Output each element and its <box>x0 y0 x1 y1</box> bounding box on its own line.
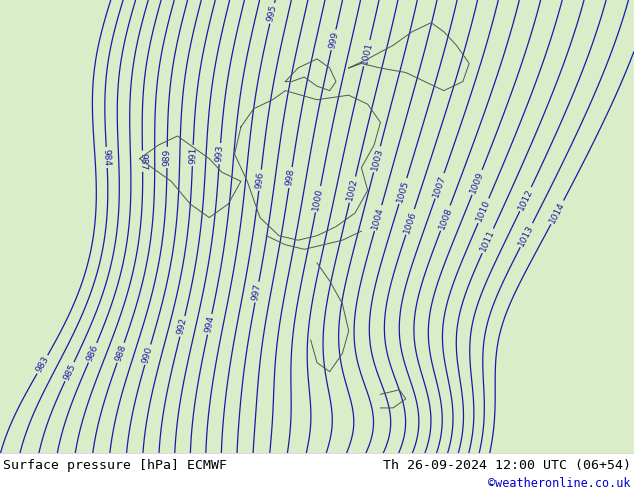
Text: 987: 987 <box>138 152 147 170</box>
Text: 999: 999 <box>327 30 340 49</box>
Text: 994: 994 <box>204 315 216 334</box>
Text: 1008: 1008 <box>437 206 454 230</box>
Text: 990: 990 <box>141 345 155 364</box>
Text: 1009: 1009 <box>469 170 486 195</box>
Text: 1004: 1004 <box>371 206 385 230</box>
Text: 1012: 1012 <box>517 187 534 211</box>
Text: 996: 996 <box>255 171 266 189</box>
Text: 983: 983 <box>34 355 51 374</box>
Text: 1014: 1014 <box>548 200 567 224</box>
Text: 985: 985 <box>61 362 77 381</box>
Text: 1010: 1010 <box>475 198 492 223</box>
Text: 1003: 1003 <box>370 147 384 172</box>
Text: Surface pressure [hPa] ECMWF: Surface pressure [hPa] ECMWF <box>3 459 227 471</box>
Text: 984: 984 <box>102 148 112 166</box>
Text: 1007: 1007 <box>432 173 448 198</box>
Text: 992: 992 <box>176 317 189 336</box>
Text: 997: 997 <box>251 283 263 301</box>
Text: 993: 993 <box>215 145 225 163</box>
Text: 1005: 1005 <box>395 179 411 203</box>
Text: 989: 989 <box>162 149 172 166</box>
Text: 988: 988 <box>113 343 127 363</box>
Text: Th 26-09-2024 12:00 UTC (06+54): Th 26-09-2024 12:00 UTC (06+54) <box>383 459 631 471</box>
Text: 1002: 1002 <box>346 177 359 202</box>
Text: 1001: 1001 <box>359 41 374 65</box>
Text: ©weatheronline.co.uk: ©weatheronline.co.uk <box>488 477 631 490</box>
Text: 1013: 1013 <box>517 223 536 247</box>
Text: 998: 998 <box>285 169 296 187</box>
Text: 1011: 1011 <box>479 228 496 253</box>
Text: 1000: 1000 <box>311 187 325 211</box>
Text: 991: 991 <box>188 147 198 164</box>
Text: 1006: 1006 <box>402 210 418 234</box>
Text: 986: 986 <box>85 343 100 363</box>
Text: 995: 995 <box>266 4 278 23</box>
